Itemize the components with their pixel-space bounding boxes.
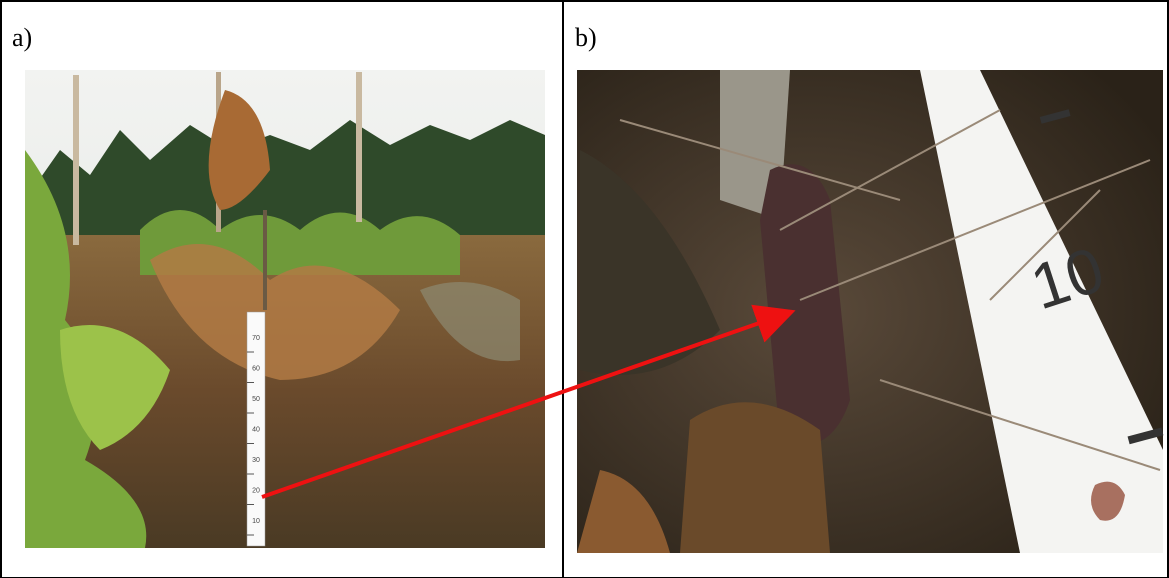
ruler-label: 10	[252, 518, 260, 525]
ruler-label: 70	[252, 335, 260, 342]
ruler-label: 50	[252, 396, 260, 403]
photo-a	[25, 70, 545, 548]
panel-label: b)	[575, 23, 597, 52]
ruler-label: 20	[252, 488, 260, 495]
ruler-label: 40	[252, 427, 260, 434]
ruler-label: 30	[252, 457, 260, 464]
ruler-label: 60	[252, 366, 260, 373]
photo-b	[577, 70, 1164, 553]
arrow	[261, 304, 796, 499]
panel-label: a)	[12, 23, 32, 52]
